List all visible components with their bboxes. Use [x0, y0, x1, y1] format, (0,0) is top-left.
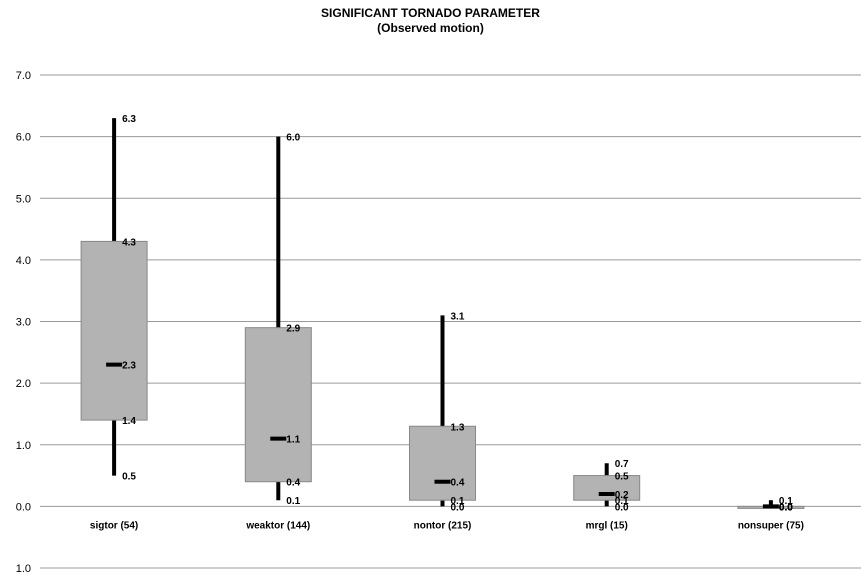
y-tick-label: 6.0	[16, 132, 31, 144]
category-label: weaktor (144)	[245, 520, 310, 531]
category-label: nonsuper (75)	[738, 520, 804, 531]
y-tick-label: 3.0	[16, 317, 31, 329]
label-high: 3.1	[451, 311, 465, 322]
y-tick-label: 1.0	[16, 440, 31, 452]
label-high: 6.3	[122, 114, 136, 125]
y-tick-label: 7.0	[16, 70, 31, 82]
y-tick-label: 2.0	[16, 378, 31, 390]
box-iqr	[244, 327, 312, 483]
box-layer	[80, 118, 805, 509]
label-median: 0.4	[451, 478, 465, 489]
label-low: 0.0	[615, 502, 629, 513]
label-low: 0.0	[779, 502, 793, 513]
label-q1: 1.4	[122, 416, 136, 427]
label-q1: 0.1	[451, 496, 465, 507]
y-tick-label: 0.0	[16, 501, 31, 513]
label-q1: 0.0	[779, 502, 793, 513]
y-axis: 7.0 6.0 5.0 4.0 3.0 2.0 1.0 0.0 1.0	[16, 70, 31, 575]
label-q3: 2.9	[286, 324, 300, 335]
box-group	[573, 463, 641, 507]
box-group	[244, 136, 312, 501]
label-high: 0.7	[615, 459, 629, 470]
label-low: 0.0	[451, 502, 465, 513]
category-label: mrgl (15)	[586, 520, 628, 531]
y-tick-label: 4.0	[16, 255, 31, 267]
chart-title: SIGNIFICANT TORNADO PARAMETER	[321, 6, 540, 20]
y-tick-label: 5.0	[16, 193, 31, 205]
box-iqr	[409, 425, 476, 501]
label-q3: 4.3	[122, 237, 136, 248]
box-iqr	[573, 475, 641, 501]
box-iqr	[80, 240, 148, 421]
box-group	[80, 118, 148, 476]
label-median: 0.2	[615, 490, 629, 501]
label-q3: 1.3	[451, 422, 465, 433]
label-high: 0.1	[779, 496, 793, 507]
label-q3: 0.5	[615, 472, 629, 483]
label-high: 6.0	[286, 133, 300, 144]
label-q1: 0.1	[615, 496, 629, 507]
category-label: sigtor (54)	[90, 520, 138, 531]
category-label: nontor (215)	[414, 520, 472, 531]
label-median: 0.0	[779, 502, 793, 513]
label-median: 2.3	[122, 361, 136, 372]
label-low: 0.5	[122, 472, 136, 483]
label-q1: 0.4	[286, 478, 300, 489]
label-median: 1.1	[286, 435, 300, 446]
box-group	[409, 315, 476, 507]
chart-subtitle: (Observed motion)	[377, 21, 484, 35]
label-q3: 0.0	[779, 502, 793, 513]
label-low: 0.1	[286, 496, 300, 507]
y-tick-label: 1.0	[16, 563, 31, 575]
label-layer: 6.3 4.3 2.3 1.4 0.5 sigtor (54) 6.0 2.9 1.1 0.4 0.…	[90, 114, 804, 531]
chart-title-block: SIGNIFICANT TORNADO PARAMETER (Observed …	[0, 6, 861, 36]
box-group	[737, 500, 805, 509]
